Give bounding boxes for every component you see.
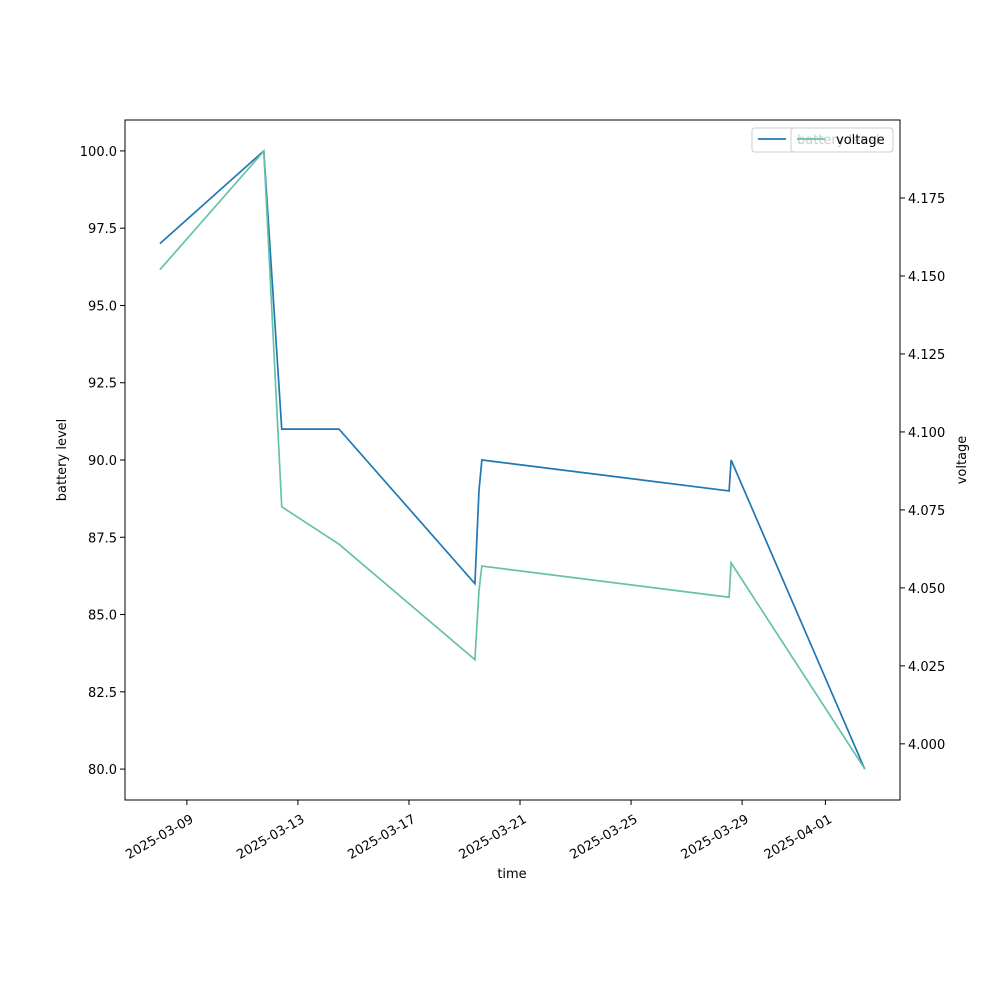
y2-tick-label: 4.000 (908, 738, 945, 753)
y-tick-label: 87.5 (88, 531, 117, 546)
y-tick-label: 92.5 (88, 377, 117, 392)
y-axis-label: battery level (55, 419, 70, 502)
plot-frame (124, 119, 901, 801)
y-tick-label: 97.5 (88, 222, 117, 237)
series-line (159, 149, 866, 770)
y2-tick-label: 4.050 (908, 582, 945, 597)
y-tick-label: 82.5 (88, 686, 117, 701)
legend-box (790, 127, 894, 153)
series-line (159, 149, 866, 770)
y2-tick-label: 4.075 (908, 504, 945, 519)
y2-tick-label: 4.175 (908, 192, 945, 207)
x-axis-label: time (497, 867, 526, 882)
legend-label: voltage (836, 133, 885, 148)
y-tick-label: 85.0 (88, 609, 117, 624)
y-tick-label: 80.0 (88, 763, 117, 778)
y2-tick-label: 4.025 (908, 660, 945, 675)
y2-tick-label: 4.125 (908, 348, 945, 363)
y-tick-label: 90.0 (88, 454, 117, 469)
y2-tick-label: 4.150 (908, 270, 945, 285)
y-tick-label: 95.0 (88, 299, 117, 314)
y2-axis-label: voltage (955, 436, 970, 485)
y-tick-label: 100.0 (80, 145, 117, 160)
y2-tick-label: 4.100 (908, 426, 945, 441)
